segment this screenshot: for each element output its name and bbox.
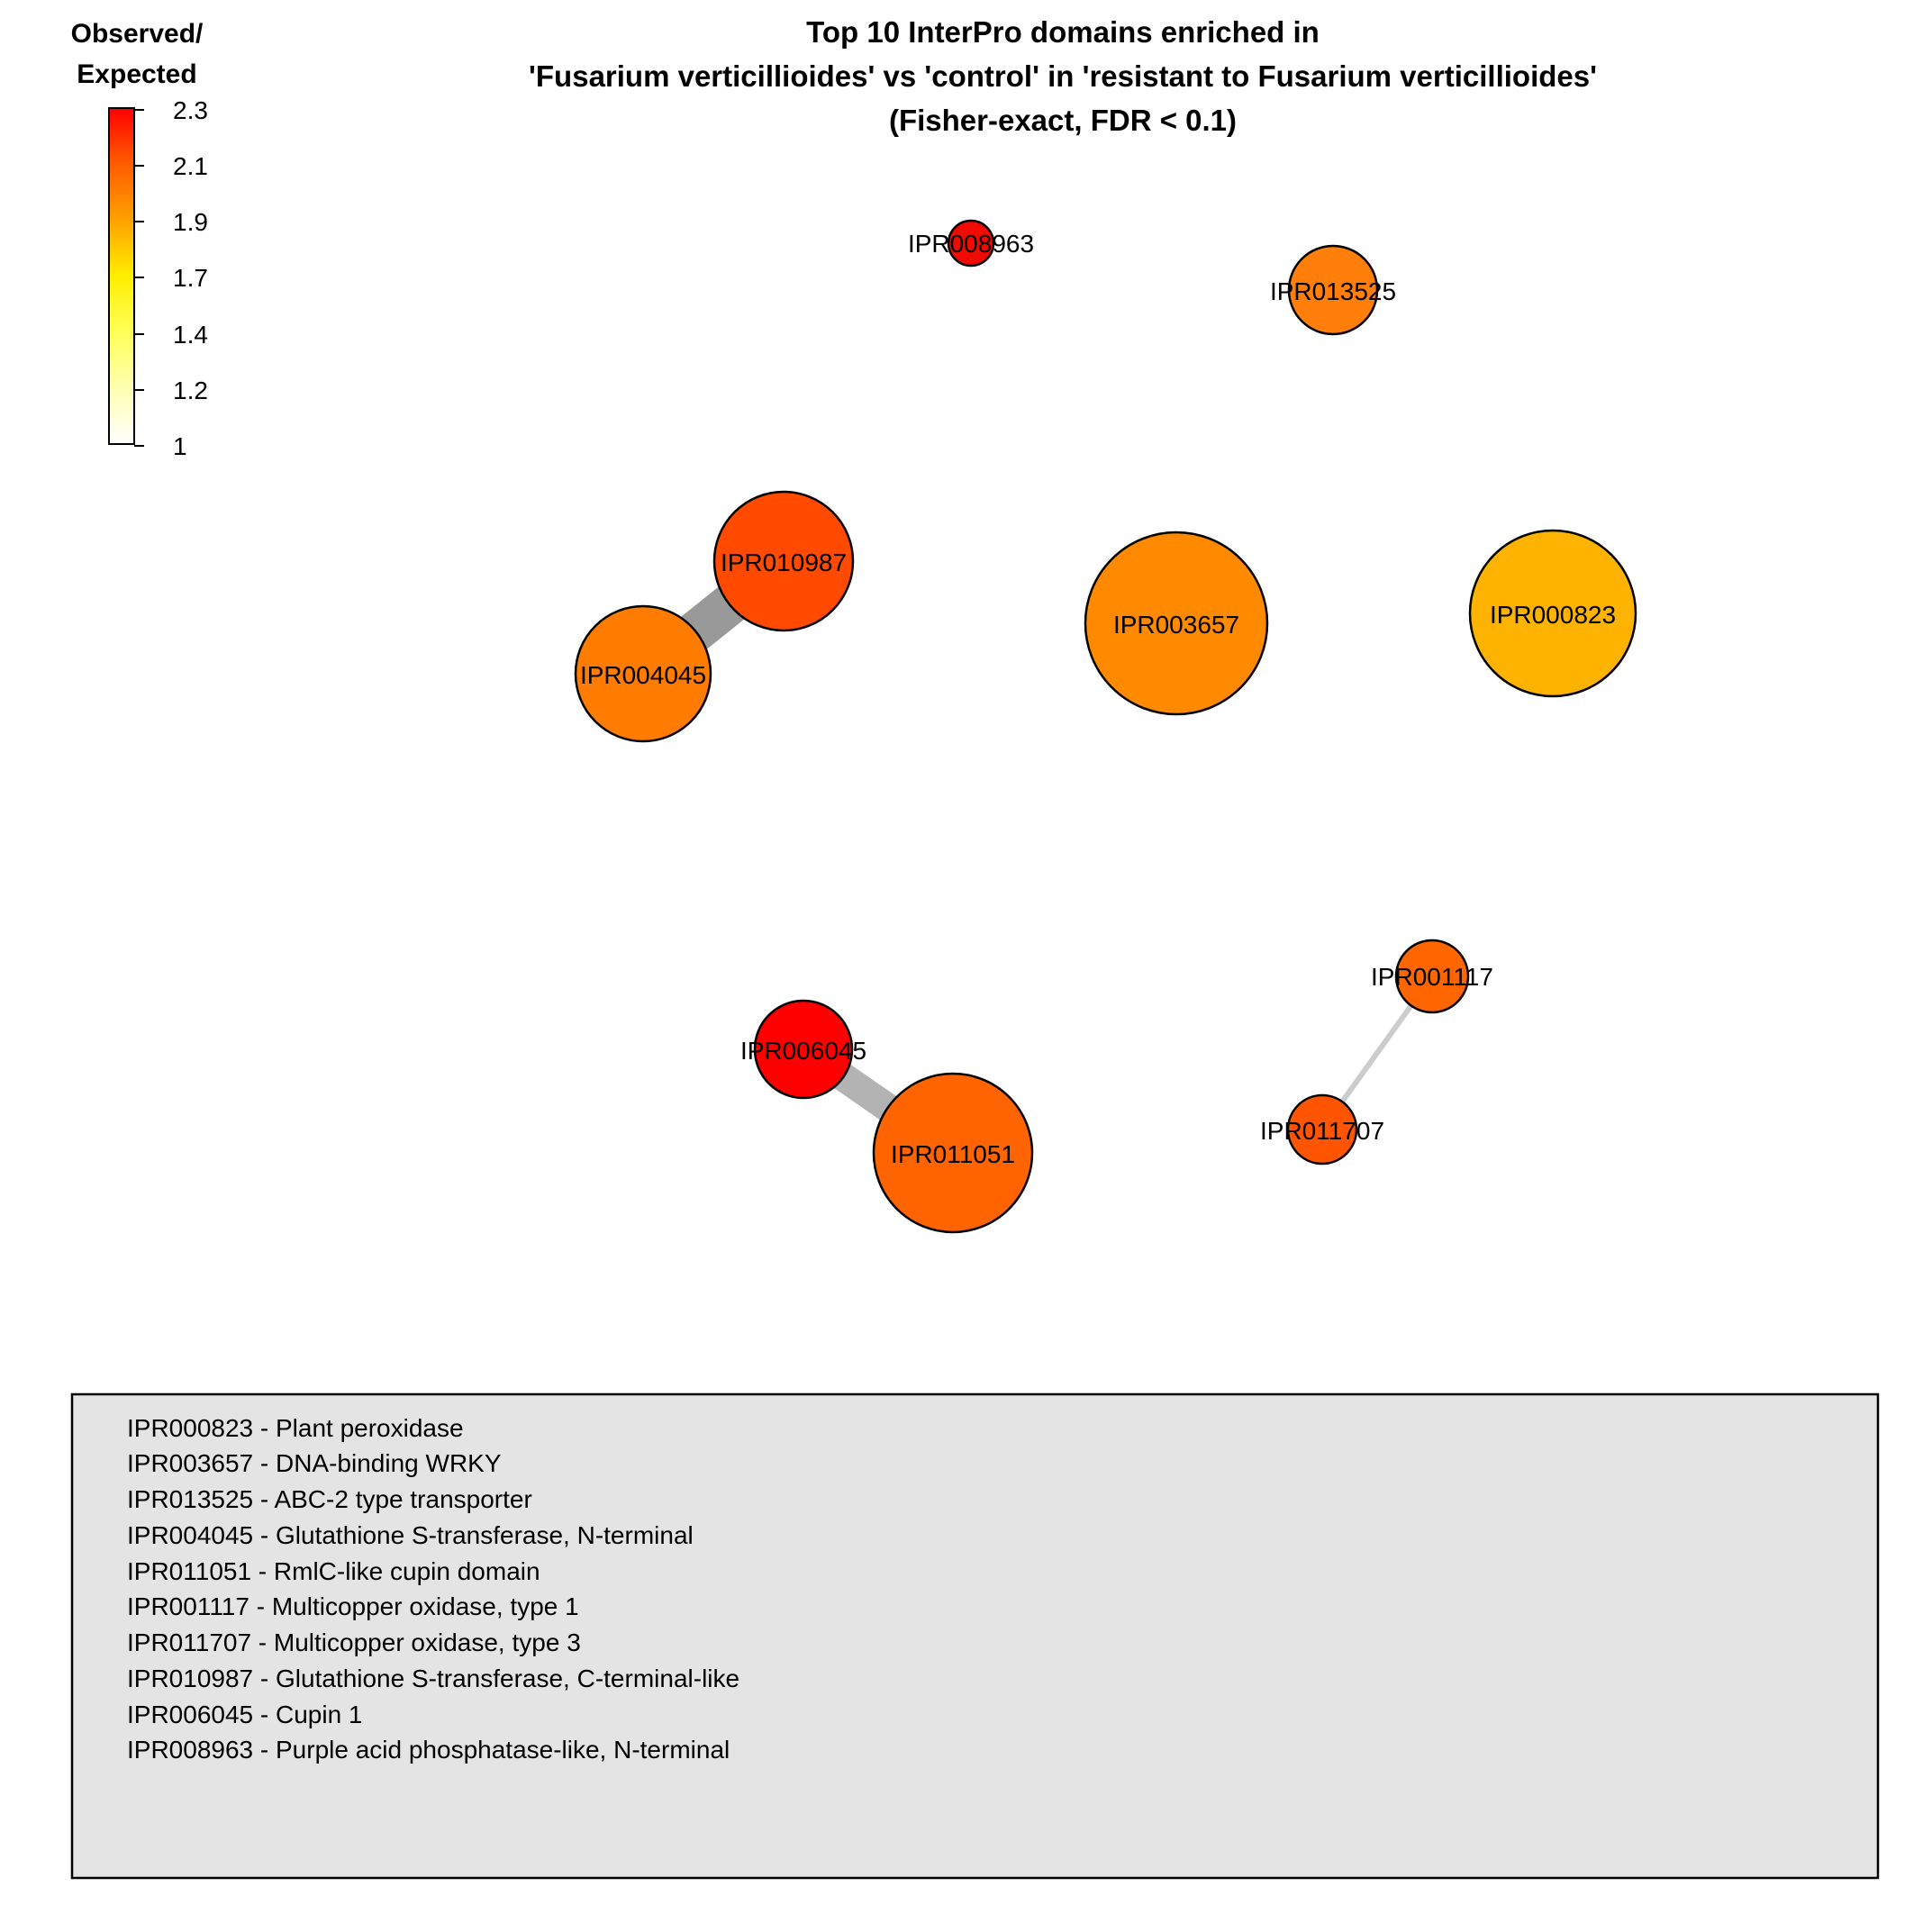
title-line-1: Top 10 InterPro domains enriched in: [806, 15, 1320, 49]
node-circle: [1468, 529, 1637, 698]
node-IPR001117[interactable]: IPR001117: [1371, 939, 1493, 1014]
legend-item: IPR008963 - Purple acid phosphatase-like…: [127, 1736, 730, 1764]
colorbar-tick-label: 1.7: [173, 264, 208, 292]
node-label: IPR008963: [908, 230, 1034, 258]
legend-item: IPR004045 - Glutathione S-transferase, N…: [127, 1521, 694, 1549]
node-label: IPR001117: [1371, 963, 1493, 991]
node-label: IPR013525: [1270, 277, 1396, 305]
node-label: IPR011051: [891, 1140, 1015, 1168]
node-label: IPR000823: [1490, 601, 1616, 629]
colorbar-title-line-2: Expected: [77, 59, 196, 89]
node-IPR013525[interactable]: IPR013525: [1270, 244, 1396, 336]
legend-box: [70, 1392, 1880, 1880]
legend-item: IPR011707 - Multicopper oxidase, type 3: [127, 1628, 581, 1656]
node-label: IPR010987: [721, 549, 847, 576]
node-IPR004045[interactable]: IPR004045: [574, 604, 712, 743]
node-label: IPR011707: [1260, 1117, 1384, 1145]
node-IPR006045[interactable]: IPR006045: [740, 999, 866, 1100]
title-line-3: (Fisher-exact, FDR < 0.1): [889, 104, 1237, 137]
node-circle: [1287, 244, 1379, 336]
legend-item: IPR010987 - Glutathione S-transferase, C…: [127, 1664, 739, 1692]
node-circle: [947, 219, 995, 268]
legend-item: IPR001117 - Multicopper oxidase, type 1: [127, 1592, 579, 1620]
colorbar-tick-label: 2.1: [173, 152, 208, 180]
legend-item: IPR003657 - DNA-binding WRKY: [127, 1449, 502, 1477]
domain-legend: IPR000823 - Plant peroxidase IPR003657 -…: [70, 1392, 1880, 1880]
legend-item: IPR013525 - ABC-2 type transporter: [127, 1485, 532, 1513]
colorbar-tick-label: 1.2: [173, 376, 208, 404]
node-circle: [1394, 939, 1470, 1014]
legend-item: IPR000823 - Plant peroxidase: [127, 1414, 464, 1442]
legend-item: IPR006045 - Cupin 1: [127, 1701, 363, 1728]
colorbar-tick-label: 1.9: [173, 208, 208, 236]
node-circle: [872, 1072, 1034, 1234]
node-circle: [712, 490, 855, 632]
colorbar-tick-label: 1.4: [173, 321, 208, 349]
colorbar-tick-labels: 2.3 2.1 1.9 1.7 1.4 1.2 1: [173, 96, 208, 460]
colorbar-ticks: [134, 109, 144, 447]
colorbar: Observed/ Expected 2.3 2.1 1.9 1.7 1.4 1…: [71, 19, 208, 460]
network-nodes: IPR008963 IPR013525 IPR010987 IPR004045 …: [574, 219, 1637, 1234]
node-label: IPR004045: [580, 661, 706, 689]
node-circle: [1084, 531, 1269, 716]
node-circle: [753, 999, 854, 1100]
node-label: IPR003657: [1113, 611, 1239, 639]
node-IPR011051[interactable]: IPR011051: [872, 1072, 1034, 1234]
colorbar-gradient: [108, 107, 135, 445]
node-circle: [1286, 1093, 1358, 1166]
node-IPR003657[interactable]: IPR003657: [1084, 531, 1269, 716]
colorbar-tick-label: 2.3: [173, 96, 208, 124]
node-IPR000823[interactable]: IPR000823: [1468, 529, 1637, 698]
colorbar-tick-label: 1: [173, 432, 187, 460]
node-IPR008963[interactable]: IPR008963: [908, 219, 1034, 268]
node-label: IPR006045: [740, 1037, 866, 1065]
figure-title: Top 10 InterPro domains enriched in 'Fus…: [529, 15, 1597, 137]
legend-items: IPR000823 - Plant peroxidase IPR003657 -…: [127, 1414, 739, 1764]
node-circle: [574, 604, 712, 743]
title-line-2: 'Fusarium verticillioides' vs 'control' …: [529, 59, 1597, 93]
colorbar-title-line-1: Observed/: [71, 19, 204, 49]
node-IPR010987[interactable]: IPR010987: [712, 490, 855, 632]
node-IPR011707[interactable]: IPR011707: [1260, 1093, 1384, 1166]
legend-item: IPR011051 - RmlC-like cupin domain: [127, 1557, 540, 1585]
